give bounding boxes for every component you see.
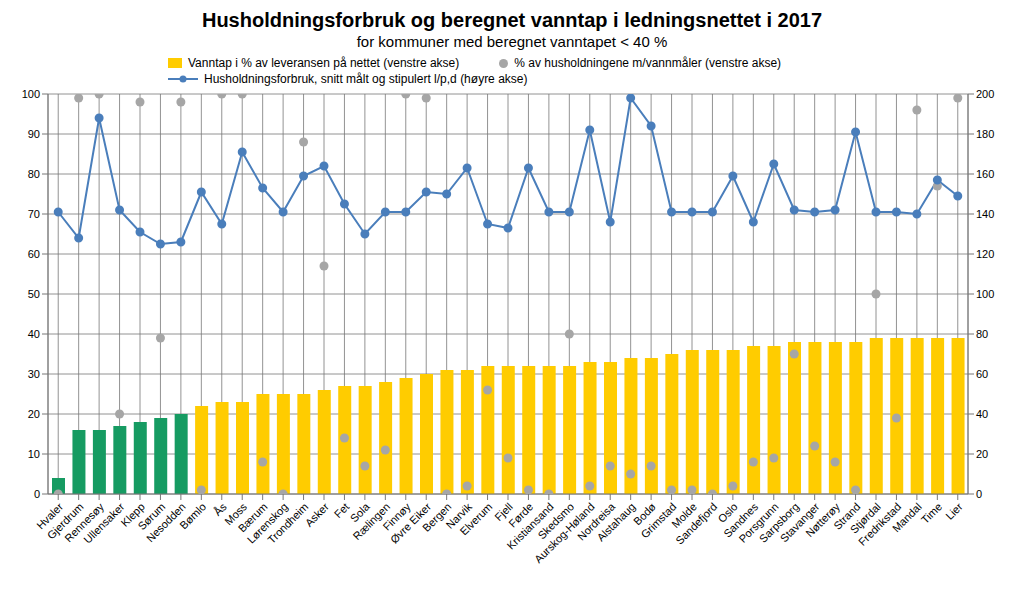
svg-text:180: 180 xyxy=(976,128,994,140)
html-text:for kommuner med beregnet vann: for kommuner med beregnet vanntapet < 40… xyxy=(356,33,668,50)
svg-text:Fredrikstad: Fredrikstad xyxy=(856,500,904,548)
svg-text:Porsgrunn: Porsgrunn xyxy=(736,500,781,545)
svg-text:30: 30 xyxy=(28,368,40,380)
svg-text:10: 10 xyxy=(28,448,40,460)
svg-text:Sandnes: Sandnes xyxy=(721,500,761,540)
svg-text:120: 120 xyxy=(976,248,994,260)
svg-text:200: 200 xyxy=(976,88,994,100)
html-text:% av husholdningene m/vannmåle: % av husholdningene m/vannmåler (venstre… xyxy=(514,56,782,70)
svg-text:Førde: Førde xyxy=(506,500,536,530)
svg-text:Trondheim: Trondheim xyxy=(265,500,310,545)
svg-text:80: 80 xyxy=(976,328,988,340)
svg-text:Nøtterøy: Nøtterøy xyxy=(803,500,842,540)
svg-text:Moss: Moss xyxy=(222,500,250,528)
svg-text:Mandal: Mandal xyxy=(889,500,924,535)
svg-text:80: 80 xyxy=(28,168,40,180)
svg-text:20: 20 xyxy=(976,448,988,460)
svg-text:Alstahaug: Alstahaug xyxy=(595,500,638,543)
svg-text:0: 0 xyxy=(976,488,982,500)
svg-text:160: 160 xyxy=(976,168,994,180)
svg-text:50: 50 xyxy=(28,288,40,300)
svg-text:Kristiansand: Kristiansand xyxy=(504,500,556,552)
html-text:Vanntap i % av leveransen på n: Vanntap i % av leveransen på nettet (ven… xyxy=(188,56,460,70)
svg-text:40: 40 xyxy=(28,328,40,340)
svg-text:Aurskog-Høland: Aurskog-Høland xyxy=(532,500,597,566)
svg-text:Gjerdrum: Gjerdrum xyxy=(44,500,86,542)
svg-text:100: 100 xyxy=(22,88,40,100)
svg-text:Rennesøy: Rennesøy xyxy=(62,500,106,545)
svg-text:Sarpsborg: Sarpsborg xyxy=(756,500,802,545)
svg-text:Bodø: Bodø xyxy=(631,500,658,528)
svg-text:60: 60 xyxy=(976,368,988,380)
svg-text:0: 0 xyxy=(34,488,40,500)
svg-text:140: 140 xyxy=(976,208,994,220)
svg-text:Bømlo: Bømlo xyxy=(177,500,208,531)
svg-text:Nesodden: Nesodden xyxy=(143,500,188,545)
svg-text:Lier: Lier xyxy=(943,500,965,522)
svg-text:60: 60 xyxy=(28,248,40,260)
svg-text:Ullensaker: Ullensaker xyxy=(81,500,127,546)
svg-text:20: 20 xyxy=(28,408,40,420)
svg-text:Bergen: Bergen xyxy=(420,500,454,534)
html-text:Husholdningsforbruk og beregne: Husholdningsforbruk og beregnet vanntap … xyxy=(202,9,822,31)
svg-text:Grimstad: Grimstad xyxy=(638,500,679,541)
svg-text:Lørenskog: Lørenskog xyxy=(244,500,290,546)
svg-text:Strand: Strand xyxy=(831,500,863,532)
svg-text:Time: Time xyxy=(919,500,944,525)
svg-text:Stavanger: Stavanger xyxy=(777,500,822,545)
svg-text:90: 90 xyxy=(28,128,40,140)
svg-text:Skedsmo: Skedsmo xyxy=(535,500,577,542)
svg-text:Bærum: Bærum xyxy=(235,500,270,535)
svg-text:Elverum: Elverum xyxy=(457,500,494,537)
svg-text:Narvik: Narvik xyxy=(443,500,474,531)
svg-text:Oslo: Oslo xyxy=(715,500,740,525)
svg-text:Sola: Sola xyxy=(347,500,372,525)
svg-text:40: 40 xyxy=(976,408,988,420)
svg-text:Finnøy: Finnøy xyxy=(380,500,413,533)
svg-text:Hvaler: Hvaler xyxy=(34,500,66,532)
svg-text:Rælingen: Rælingen xyxy=(350,500,393,543)
svg-text:Fet: Fet xyxy=(331,500,352,521)
svg-text:Sandefjord: Sandefjord xyxy=(673,500,719,546)
svg-text:Fjell: Fjell xyxy=(492,500,515,524)
svg-text:Klepp: Klepp xyxy=(118,500,147,529)
svg-text:Asker: Asker xyxy=(303,500,332,529)
svg-text:Øvre Eiker: Øvre Eiker xyxy=(387,500,434,546)
svg-text:Sørum: Sørum xyxy=(135,500,168,533)
svg-text:Ås: Ås xyxy=(211,500,229,518)
svg-text:Stjørdal: Stjørdal xyxy=(847,500,883,536)
svg-text:Nordreisa: Nordreisa xyxy=(575,500,618,543)
svg-text:70: 70 xyxy=(28,208,40,220)
html-text:Husholdningsforbruk, snitt mål: Husholdningsforbruk, snitt målt og stipu… xyxy=(204,72,528,86)
svg-text:Molde: Molde xyxy=(669,500,699,531)
svg-text:100: 100 xyxy=(976,288,994,300)
